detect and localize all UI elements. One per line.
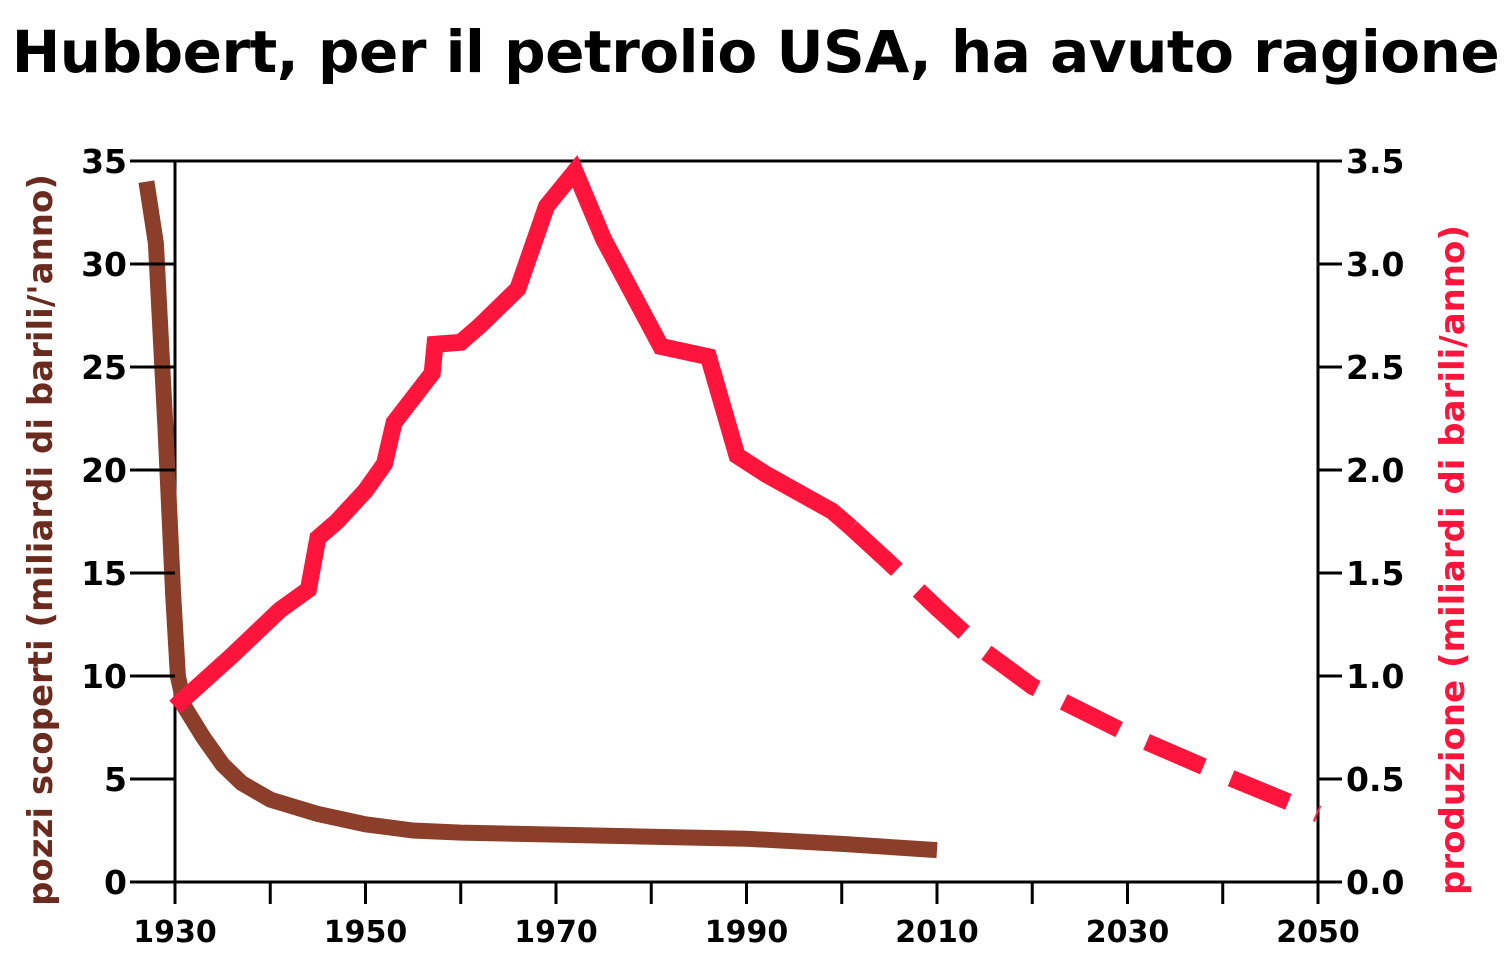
plot-frame [130,159,1338,884]
tick-layer: 0 5 10 15 20 25 30 35 0.0 0.5 1.0 1.5 2.0 2.5 3.0 3.5 19… [81,142,1404,950]
y-left-tick-label: 25 [81,348,127,387]
y-right-tick-label: 0.5 [1346,760,1404,799]
series-line-production-projection [845,521,1322,822]
y-right-tick-label: 0.0 [1346,863,1404,902]
y-left-tick-label: 35 [81,142,127,181]
x-tick-label: 2050 [1276,915,1360,950]
y-left-tick-label: 15 [81,554,127,593]
x-tick-label: 1990 [705,915,789,950]
series-line-production [169,154,857,714]
y-left-tick-label: 20 [81,451,127,490]
series-line-discoveries [138,180,938,859]
y-right-tick-label: 3.5 [1346,142,1404,181]
y-left-tick-label: 10 [81,657,127,696]
chart-title: Hubbert, per il petrolio USA, ha avuto r… [11,18,1500,86]
x-tick-label: 2010 [895,915,979,950]
y-axis-right-label: produzione (miliardi di barili/anno) [1433,225,1473,895]
x-tick-label: 1970 [514,915,598,950]
y-right-tick-label: 3.0 [1346,245,1404,284]
x-tick-label: 1930 [133,915,217,950]
y-left-tick-label: 0 [104,863,127,902]
y-right-tick-label: 2.0 [1346,451,1404,490]
x-tick-label: 2030 [1086,915,1170,950]
y-right-tick-label: 1.5 [1346,554,1404,593]
y-left-tick-label: 30 [81,245,127,284]
y-left-tick-label: 5 [104,760,127,799]
y-axis-left-label: pozzi scoperti (miliardi di barili/'anno… [21,174,61,906]
x-tick-label: 1950 [324,915,408,950]
series-layer [138,154,1322,859]
y-right-tick-label: 1.0 [1346,657,1404,696]
y-right-tick-label: 2.5 [1346,348,1404,387]
